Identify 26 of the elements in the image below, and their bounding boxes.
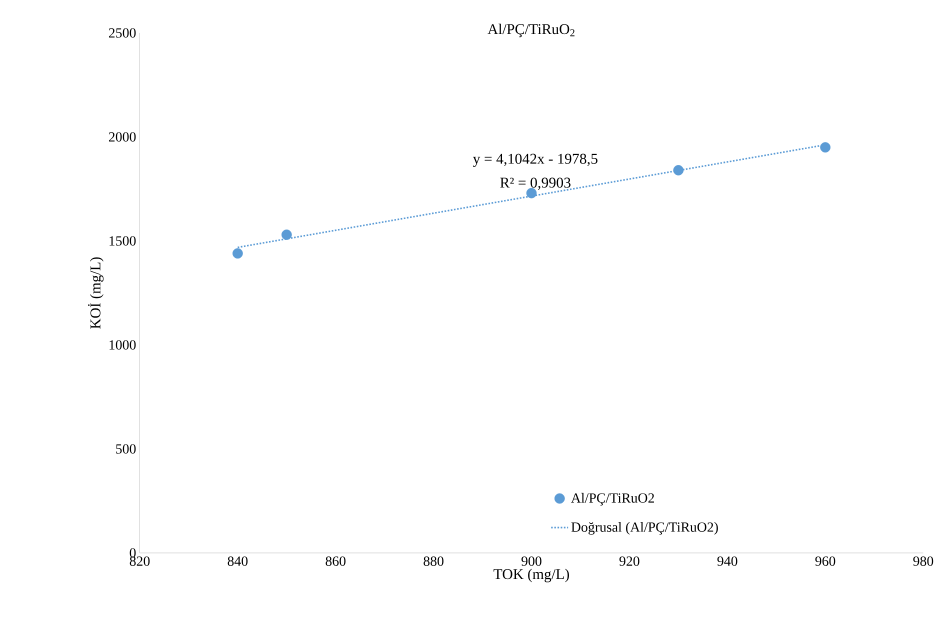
y-tick-label: 2500 (108, 28, 136, 38)
point (281, 230, 292, 240)
y-axis-title: KOİ (mg/L) (88, 257, 104, 329)
annotation: R² = 0,9903 (500, 178, 570, 190)
point (673, 165, 684, 176)
y-tick-label: 2000 (108, 132, 136, 142)
y-tick-label: 0 (130, 548, 136, 558)
x-tick-label: 960 (815, 556, 836, 566)
x-tick-label: 900 (522, 556, 542, 566)
x-tick-label: 980 (913, 556, 934, 566)
x-tick-label: 820 (130, 556, 150, 566)
x-tick-label: 880 (424, 556, 444, 566)
y-tick-label: 1000 (110, 340, 136, 350)
x-axis-title: TOK (mg/L) (494, 568, 570, 582)
point (820, 142, 831, 153)
legend-label: Al/PÇ/TiRuO2 (571, 493, 654, 506)
x-tick-label: 860 (326, 556, 346, 566)
point (232, 248, 243, 259)
y-tick-label: 500 (116, 444, 136, 454)
y-tick-label: 1500 (110, 236, 136, 246)
legend-label: Doğrusal (Al/PÇ/TiRuO2) (571, 522, 718, 535)
x-tick-label: 840 (228, 556, 248, 566)
chart-title: Al/PÇ/TiRuO$_{2}$ (488, 24, 574, 38)
x-tick-label: 920 (619, 556, 640, 566)
x-tick-label: 940 (717, 556, 738, 566)
annotation: y = 4,1042x - 1978,5 (472, 154, 598, 168)
